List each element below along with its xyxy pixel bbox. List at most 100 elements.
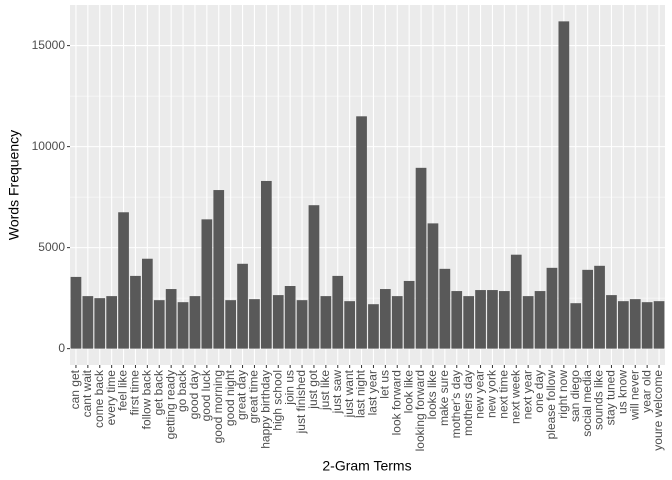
bar bbox=[141, 258, 153, 349]
x-tick-label: youre welcome bbox=[651, 370, 665, 451]
x-tick-label: great time bbox=[247, 370, 261, 424]
x-tick-label: join us bbox=[282, 370, 296, 406]
x-tick-label: will never bbox=[627, 370, 641, 421]
bar bbox=[427, 223, 439, 349]
x-tick-label: great day bbox=[235, 370, 249, 420]
bar bbox=[475, 290, 486, 349]
bar bbox=[213, 190, 225, 349]
x-tick-label: come back bbox=[92, 369, 106, 428]
bar bbox=[296, 300, 308, 349]
bar bbox=[70, 276, 82, 349]
x-tick-label: first time bbox=[128, 370, 142, 416]
x-tick-label: new york bbox=[485, 369, 499, 418]
bar bbox=[320, 296, 332, 349]
bar bbox=[130, 275, 141, 349]
bar bbox=[582, 269, 594, 349]
y-tick-label: 0 bbox=[58, 341, 65, 355]
x-tick-label: just like bbox=[318, 370, 332, 411]
bar bbox=[356, 116, 367, 349]
x-tick-label: just finished bbox=[294, 370, 308, 434]
x-tick-label: just got bbox=[306, 369, 320, 409]
bar bbox=[641, 302, 653, 349]
bar bbox=[249, 299, 260, 349]
bar bbox=[570, 303, 582, 349]
bar bbox=[368, 304, 379, 349]
bar bbox=[118, 212, 129, 349]
bar bbox=[332, 275, 344, 349]
bar bbox=[653, 301, 665, 349]
x-tick-label: just saw bbox=[330, 370, 344, 415]
x-tick-label: last year bbox=[366, 370, 380, 415]
bar bbox=[379, 289, 391, 349]
bar bbox=[415, 167, 427, 349]
x-tick-label: next time bbox=[497, 370, 511, 419]
x-tick-label: next year bbox=[520, 370, 534, 419]
x-tick-label: get back bbox=[151, 369, 165, 415]
x-tick-label: last night bbox=[354, 369, 368, 418]
bar bbox=[106, 296, 118, 349]
x-tick-label: sounds like bbox=[592, 370, 606, 430]
bar bbox=[308, 205, 320, 349]
x-tick-label: new year bbox=[473, 370, 487, 419]
x-tick-label: feel like bbox=[116, 370, 130, 411]
bar bbox=[498, 291, 510, 349]
bar bbox=[225, 300, 237, 349]
bar bbox=[94, 298, 106, 349]
bar bbox=[558, 21, 570, 349]
x-tick-label: cant wait bbox=[80, 369, 94, 417]
bar bbox=[153, 300, 165, 349]
bar bbox=[534, 291, 546, 349]
x-tick-label: looking forward bbox=[413, 370, 427, 451]
y-tick-label: 5000 bbox=[38, 240, 65, 254]
bar bbox=[272, 295, 284, 349]
y-axis-title: Words Frequency bbox=[6, 130, 22, 240]
x-axis-title: 2-Gram Terms bbox=[322, 458, 411, 474]
x-tick-label: next week bbox=[508, 369, 522, 424]
x-tick-label: stay tuned bbox=[604, 370, 618, 425]
bar bbox=[487, 290, 498, 349]
x-tick-label: look forward bbox=[389, 370, 403, 435]
bar bbox=[284, 286, 296, 349]
x-tick-label: good morning bbox=[211, 370, 225, 443]
x-tick-label: social media bbox=[580, 370, 594, 437]
bar bbox=[237, 263, 248, 349]
bar bbox=[594, 265, 605, 349]
x-tick-label: let us bbox=[378, 370, 392, 399]
bar bbox=[177, 302, 189, 349]
x-tick-label: can get bbox=[68, 369, 82, 409]
x-tick-label: high school bbox=[270, 370, 284, 431]
x-tick-label: good luck bbox=[199, 369, 213, 421]
x-tick-label: look like bbox=[401, 370, 415, 414]
x-tick-label: mother's day bbox=[449, 370, 463, 438]
bar bbox=[82, 296, 94, 349]
bar bbox=[403, 280, 415, 349]
x-tick-label: one day bbox=[532, 370, 546, 413]
bar bbox=[606, 295, 617, 349]
x-tick-label: please follow bbox=[544, 370, 558, 440]
bar bbox=[463, 296, 475, 349]
x-tick-label: every time bbox=[104, 370, 118, 426]
x-tick-label: just want bbox=[342, 369, 356, 418]
x-tick-label: good night bbox=[223, 369, 237, 426]
x-tick-label: right now bbox=[556, 370, 570, 419]
x-tick-label: make sure bbox=[437, 370, 451, 426]
bar bbox=[189, 296, 201, 349]
y-tick-label: 15000 bbox=[32, 38, 66, 52]
bar bbox=[165, 289, 177, 349]
bar bbox=[439, 268, 451, 349]
bar bbox=[629, 299, 641, 349]
x-tick-label: good day bbox=[187, 370, 201, 419]
x-tick-label: follow back bbox=[140, 369, 154, 429]
bar bbox=[451, 291, 463, 349]
x-tick-label: getting ready bbox=[163, 370, 177, 439]
y-tick-label: 10000 bbox=[32, 139, 66, 153]
bar bbox=[201, 219, 213, 349]
x-tick-label: year old bbox=[639, 370, 653, 413]
bar bbox=[546, 267, 558, 349]
x-tick-label: go back bbox=[175, 369, 189, 412]
bar bbox=[617, 301, 629, 349]
bar bbox=[260, 180, 272, 349]
x-tick-label: happy birthday bbox=[259, 370, 273, 449]
x-tick-label: us know bbox=[616, 370, 630, 414]
